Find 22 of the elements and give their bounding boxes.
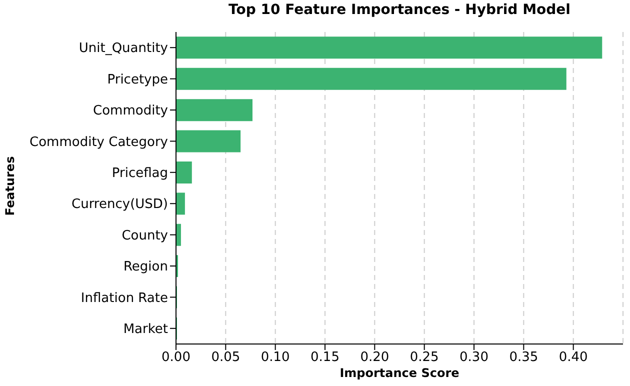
y-tick-label: Region bbox=[123, 260, 168, 275]
x-tick-label: 0.05 bbox=[211, 350, 240, 366]
y-tick-label: Market bbox=[123, 322, 168, 338]
x-tick-label: 0.40 bbox=[558, 350, 588, 366]
x-axis-title: Importance Score bbox=[338, 366, 460, 380]
x-tick-label: 0.00 bbox=[162, 350, 190, 366]
x-tick-label: 0.20 bbox=[360, 350, 390, 366]
x-tick-label: 0.10 bbox=[260, 350, 290, 366]
chart-title: Top 10 Feature Importances - Hybrid Model bbox=[228, 2, 572, 18]
x-tick-label: 0.15 bbox=[310, 350, 340, 366]
y-tick-label: Commodity Category bbox=[30, 134, 168, 150]
y-tick-label: Currency(USD) bbox=[72, 197, 168, 212]
y-tick-label: Priceflag bbox=[112, 166, 168, 182]
x-tick-label: 0.25 bbox=[410, 350, 439, 366]
x-tick-label: 0.35 bbox=[509, 350, 538, 366]
y-tick-label: Unit_Quantity bbox=[78, 41, 168, 56]
y-tick-label: Pricetype bbox=[107, 72, 168, 88]
y-tick-label: County bbox=[122, 228, 168, 244]
x-tick-label: 0.30 bbox=[460, 350, 488, 366]
y-axis-title: Features bbox=[3, 155, 17, 218]
y-tick-label: Inflation Rate bbox=[80, 290, 168, 306]
y-tick-label: Commodity bbox=[93, 104, 168, 119]
